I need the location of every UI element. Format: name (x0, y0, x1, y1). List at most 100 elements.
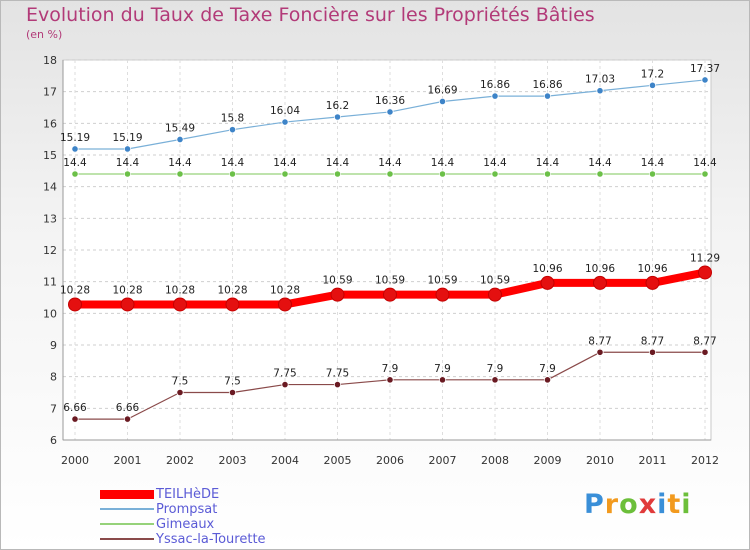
data-label-gimeaux: 14.4 (483, 157, 507, 169)
y-axis-unit-label: (en %) (26, 28, 63, 41)
data-label-yssac-la-tourette: 7.9 (382, 363, 399, 375)
data-point-gimeaux (491, 170, 499, 178)
y-tick-label: 9 (50, 339, 57, 352)
data-point-yssac-la-tourette (176, 388, 184, 397)
proxiti-logo: Proxiti (584, 489, 692, 520)
gridlines (62, 59, 712, 441)
data-label-prompsat: 16.04 (270, 105, 300, 117)
data-point-prompsat (648, 81, 657, 89)
data-label-teilh-de: 10.96 (585, 263, 615, 275)
data-point-yssac-la-tourette (596, 348, 604, 356)
data-label-teilh-de: 10.59 (427, 275, 457, 287)
data-point-prompsat (491, 92, 499, 100)
x-tick-label: 2004 (271, 454, 299, 467)
logo-letter: x (638, 489, 658, 520)
data-label-prompsat: 15.8 (221, 113, 244, 125)
x-tick-label: 2008 (481, 454, 509, 467)
data-point-yssac-la-tourette (333, 380, 342, 389)
y-tick-label: 18 (43, 54, 57, 67)
data-label-teilh-de: 10.96 (532, 263, 562, 275)
data-point-prompsat (386, 108, 394, 116)
data-point-gimeaux (71, 170, 79, 178)
data-point-teilh-de (540, 275, 555, 290)
legend-swatch-yssac (100, 538, 154, 540)
y-tick-label: 7 (50, 402, 57, 415)
data-label-gimeaux: 14.4 (588, 157, 612, 169)
logo-letter: i (657, 489, 668, 520)
data-point-teilh-de (68, 297, 82, 312)
legend-label-yssac: Yssac-la-Tourette (156, 531, 266, 547)
data-point-gimeaux (701, 170, 709, 178)
data-point-gimeaux (228, 170, 237, 178)
data-point-teilh-de (330, 287, 345, 302)
data-point-gimeaux (543, 170, 552, 178)
data-point-teilh-de (698, 265, 712, 280)
data-point-prompsat (701, 76, 709, 84)
data-point-yssac-la-tourette (543, 376, 552, 384)
legend-swatch-prompsat (100, 508, 154, 510)
legend-label-prompsat: Prompsat (156, 501, 218, 517)
data-label-yssac-la-tourette: 8.77 (588, 335, 611, 347)
data-label-gimeaux: 14.4 (273, 157, 297, 169)
y-tick-label: 11 (43, 276, 57, 289)
data-label-gimeaux: 14.4 (536, 157, 560, 169)
data-point-teilh-de (383, 287, 397, 302)
legend-item-yssac: Yssac-la-Tourette (100, 531, 266, 547)
y-tick-label: 6 (50, 434, 57, 447)
legend-item-teilhede: TEILHèDE (100, 486, 219, 502)
data-label-yssac-la-tourette: 8.77 (693, 335, 716, 347)
data-point-gimeaux (333, 170, 342, 178)
data-point-yssac-la-tourette (123, 415, 132, 423)
data-label-teilh-de: 10.28 (217, 284, 247, 296)
x-tick-label: 2002 (166, 454, 194, 467)
data-label-yssac-la-tourette: 7.5 (172, 376, 189, 388)
x-tick-label: 2009 (534, 454, 562, 467)
data-label-gimeaux: 14.4 (168, 157, 192, 169)
data-point-gimeaux (123, 170, 132, 178)
data-label-yssac-la-tourette: 7.9 (487, 363, 504, 375)
data-label-yssac-la-tourette: 7.5 (224, 376, 241, 388)
data-point-teilh-de (488, 287, 502, 302)
data-point-gimeaux (648, 170, 657, 178)
data-point-prompsat (228, 126, 237, 134)
data-point-yssac-la-tourette (386, 376, 394, 384)
data-label-teilh-de: 10.28 (270, 284, 300, 296)
y-tick-label: 10 (43, 307, 57, 320)
axes: 6 7 8 9 10 11 12 13 14 15 16 17 18 2000 2001 2002 2003 20… (43, 54, 719, 467)
data-label-yssac-la-tourette: 7.75 (326, 368, 349, 380)
x-tick-label: 2005 (324, 454, 352, 467)
data-label-prompsat: 16.36 (375, 95, 405, 107)
data-point-prompsat (71, 145, 79, 153)
data-point-prompsat (333, 113, 342, 121)
data-label-gimeaux: 14.4 (378, 157, 402, 169)
data-label-yssac-la-tourette: 6.66 (63, 402, 87, 414)
legend-swatch-teilhede (100, 489, 154, 499)
data-point-gimeaux (596, 170, 604, 178)
data-point-prompsat (281, 118, 289, 126)
data-label-prompsat: 17.03 (585, 74, 615, 86)
data-point-yssac-la-tourette (228, 388, 237, 397)
data-point-teilh-de (435, 287, 450, 302)
data-label-teilh-de: 10.28 (165, 284, 195, 296)
data-point-teilh-de (278, 297, 292, 312)
data-label-teilh-de: 10.96 (637, 263, 667, 275)
series-data-labels: 15.19 15.19 15.49 15.8 16.04 16.2 16.36 16.69 16… (60, 63, 720, 414)
data-label-yssac-la-tourette: 7.9 (539, 363, 556, 375)
y-tick-label: 17 (43, 86, 57, 99)
legend-label-teilhede: TEILHèDE (156, 486, 220, 502)
x-tick-label: 2006 (376, 454, 404, 467)
data-point-prompsat (123, 145, 132, 153)
data-label-prompsat: 16.86 (532, 79, 562, 91)
data-label-yssac-la-tourette: 7.75 (273, 368, 296, 380)
data-point-teilh-de (225, 297, 240, 312)
y-tick-label: 12 (43, 244, 57, 257)
data-point-teilh-de (173, 297, 187, 312)
logo-letter: i (681, 489, 692, 520)
data-point-yssac-la-tourette (438, 376, 447, 384)
logo-letter: P (584, 489, 605, 520)
data-point-teilh-de (593, 275, 607, 290)
logo-letter: t (667, 489, 682, 520)
data-label-gimeaux: 14.4 (693, 157, 717, 169)
data-point-gimeaux (438, 170, 447, 178)
